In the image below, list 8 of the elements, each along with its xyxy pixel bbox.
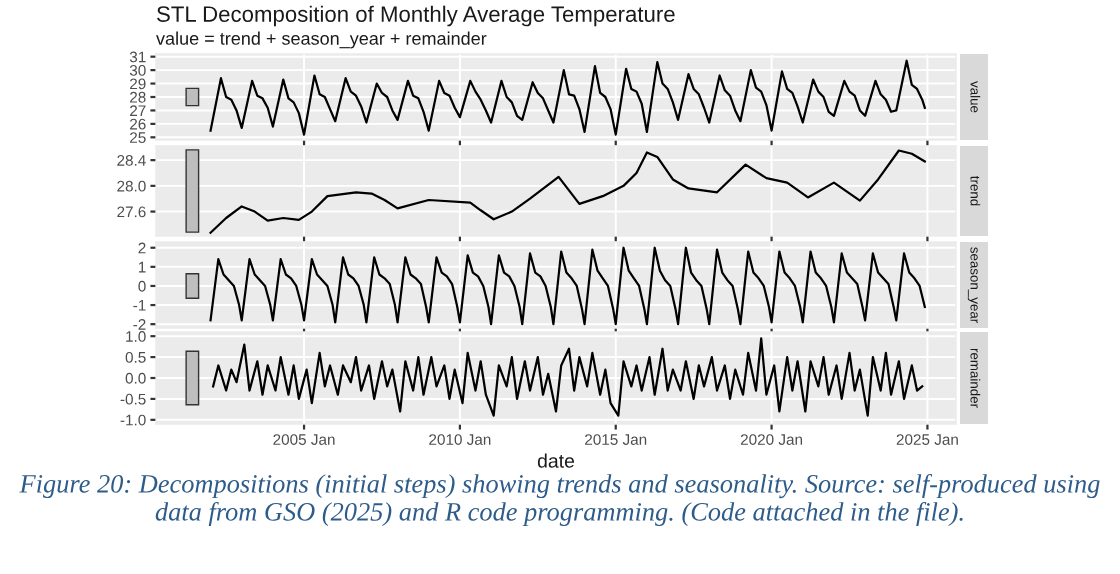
chart-title: STL Decomposition of Monthly Average Temperature (157, 5, 675, 27)
line-series (209, 59, 926, 136)
caption: Figure 20: Decompositions (initial steps) showing trends and seasonality. Source: self-produced using data from GSO (2025) and R code programming. (Code attached in the file). (19, 473, 1100, 527)
line-series (209, 149, 926, 234)
chart-subtitle: value = trend + season_year + remainder (156, 31, 487, 49)
line-series (212, 337, 924, 417)
x-axis-title: date (537, 453, 575, 468)
line-series (209, 246, 926, 326)
